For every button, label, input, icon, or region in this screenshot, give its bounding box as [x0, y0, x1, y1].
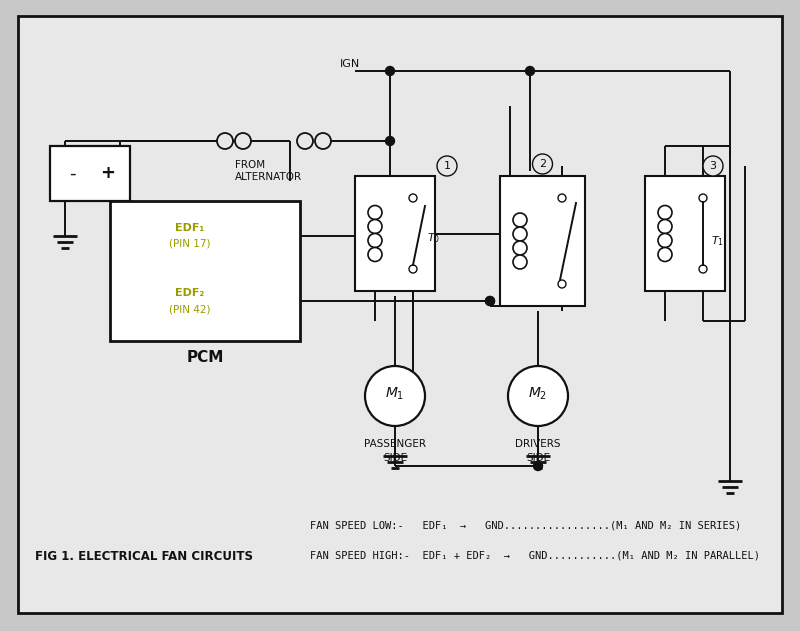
Text: FAN SPEED LOW:-   EDF₁  →   GND.................(M₁ AND M₂ IN SERIES): FAN SPEED LOW:- EDF₁ → GND..............…	[310, 521, 742, 531]
Text: EDF₂: EDF₂	[175, 288, 205, 298]
Text: $T_0$: $T_0$	[427, 232, 440, 245]
Circle shape	[368, 233, 382, 247]
Circle shape	[513, 213, 527, 227]
Bar	[645, 176, 725, 291]
Circle shape	[365, 366, 425, 426]
Circle shape	[217, 133, 233, 149]
Text: (PIN 42): (PIN 42)	[170, 304, 210, 314]
Text: 3: 3	[710, 161, 717, 171]
Circle shape	[386, 66, 394, 76]
Text: EDF₁: EDF₁	[175, 223, 205, 233]
Circle shape	[699, 265, 707, 273]
Circle shape	[534, 461, 542, 471]
Text: -: -	[69, 165, 75, 182]
Bar	[110, 201, 300, 341]
Bar	[50, 146, 130, 201]
Text: 2: 2	[539, 159, 546, 169]
Circle shape	[558, 280, 566, 288]
Circle shape	[658, 247, 672, 261]
Circle shape	[513, 255, 527, 269]
Text: $M_1$: $M_1$	[386, 386, 405, 402]
Circle shape	[486, 297, 494, 305]
Circle shape	[526, 66, 534, 76]
Circle shape	[386, 136, 394, 146]
Circle shape	[699, 194, 707, 202]
Circle shape	[658, 220, 672, 233]
Circle shape	[368, 220, 382, 233]
Text: FAN SPEED HIGH:-  EDF₁ + EDF₂  →   GND...........(M₁ AND M₂ IN PARALLEL): FAN SPEED HIGH:- EDF₁ + EDF₂ → GND......…	[310, 551, 760, 561]
Circle shape	[437, 156, 457, 176]
Circle shape	[508, 366, 568, 426]
Circle shape	[409, 194, 417, 202]
Circle shape	[513, 227, 527, 241]
Text: FROM
ALTERNATOR: FROM ALTERNATOR	[235, 160, 302, 182]
Text: FIG 1. ELECTRICAL FAN CIRCUITS: FIG 1. ELECTRICAL FAN CIRCUITS	[35, 550, 253, 562]
Circle shape	[558, 194, 566, 202]
Circle shape	[315, 133, 331, 149]
Bar	[500, 176, 585, 306]
Text: +: +	[101, 165, 115, 182]
Circle shape	[368, 247, 382, 261]
Circle shape	[658, 233, 672, 247]
Circle shape	[513, 241, 527, 255]
Text: $T_1$: $T_1$	[711, 235, 724, 249]
Text: DRIVERS
SIDE: DRIVERS SIDE	[515, 439, 561, 463]
Bar	[355, 176, 435, 291]
Text: PASSENGER
SIDE: PASSENGER SIDE	[364, 439, 426, 463]
Circle shape	[368, 206, 382, 220]
Text: $M_2$: $M_2$	[529, 386, 547, 402]
Circle shape	[658, 206, 672, 220]
Circle shape	[409, 265, 417, 273]
Text: 1: 1	[443, 161, 450, 171]
Circle shape	[235, 133, 251, 149]
Text: IGN: IGN	[340, 59, 360, 69]
Circle shape	[533, 154, 553, 174]
Circle shape	[297, 133, 313, 149]
Text: PCM: PCM	[186, 350, 224, 365]
Text: (PIN 17): (PIN 17)	[170, 239, 210, 249]
Circle shape	[703, 156, 723, 176]
Circle shape	[486, 297, 494, 305]
